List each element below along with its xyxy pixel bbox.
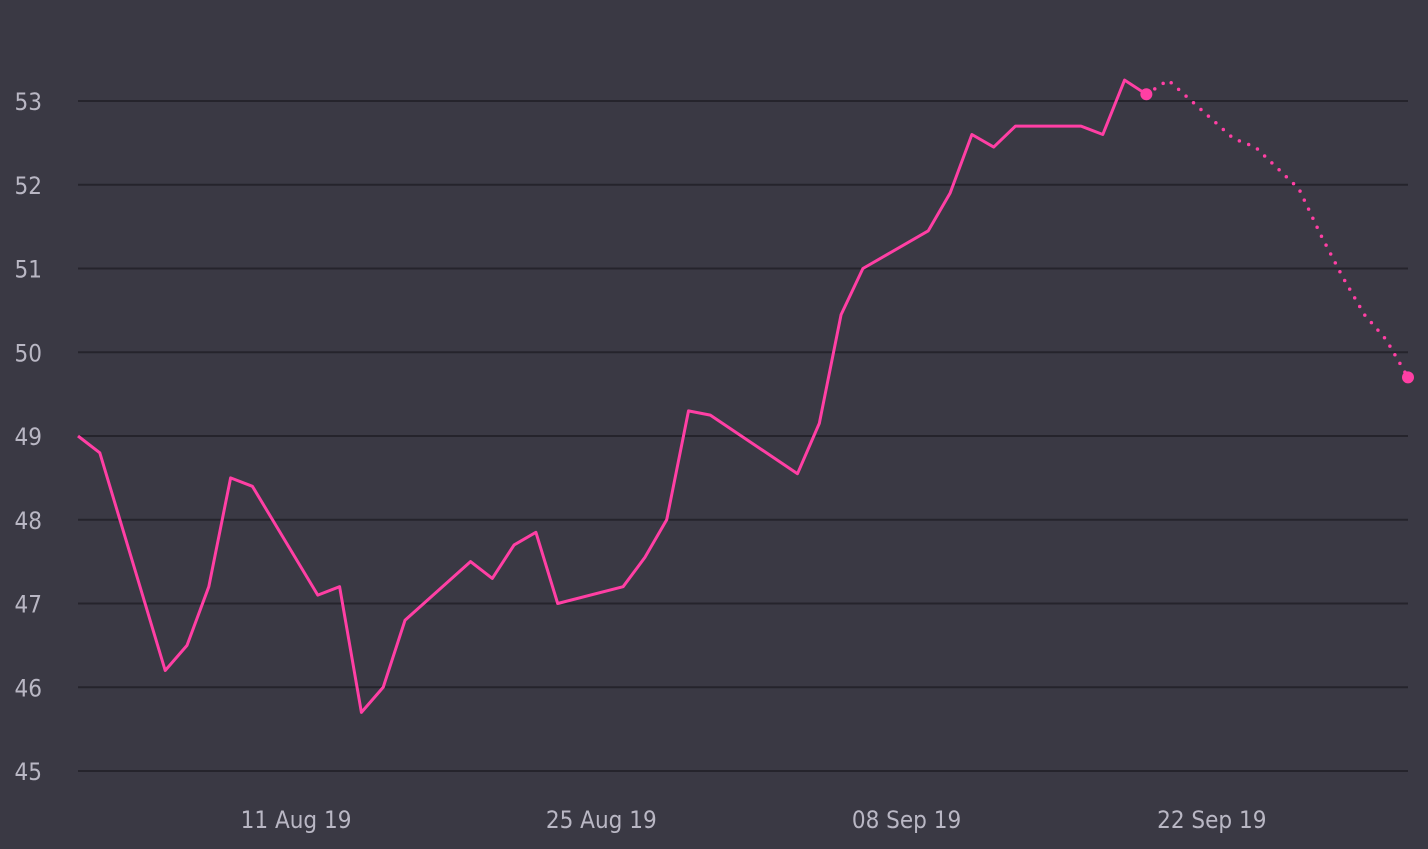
y-tick-label-45: 45: [15, 758, 42, 786]
y-tick-label-51: 51: [15, 256, 42, 284]
x-tick-label-1: 25 Aug 19: [546, 806, 657, 834]
y-axis: 45 46 47 48 49 50 51 52 53: [15, 88, 42, 786]
y-tick-label-46: 46: [15, 674, 42, 702]
series-markers: [1140, 88, 1414, 384]
y-tick-label-47: 47: [15, 591, 42, 619]
series-line-solid: [77, 78, 1148, 714]
x-tick-label-2: 08 Sep 19: [852, 806, 961, 834]
y-tick-label-50: 50: [15, 339, 42, 367]
y-tick-label-53: 53: [15, 88, 42, 116]
x-tick-label-3: 22 Sep 19: [1157, 806, 1266, 834]
series-line-dotted: [1144, 78, 1410, 380]
y-tick-label-48: 48: [15, 507, 42, 535]
x-tick-label-0: 11 Aug 19: [241, 806, 352, 834]
x-axis: 11 Aug 19 25 Aug 19 08 Sep 19 22 Sep 19: [241, 806, 1267, 834]
data-point-marker-0: [1140, 88, 1153, 101]
y-tick-label-49: 49: [15, 423, 42, 451]
data-point-marker-1: [1402, 371, 1414, 384]
series-lines: [77, 78, 1410, 714]
y-tick-label-52: 52: [15, 172, 42, 200]
